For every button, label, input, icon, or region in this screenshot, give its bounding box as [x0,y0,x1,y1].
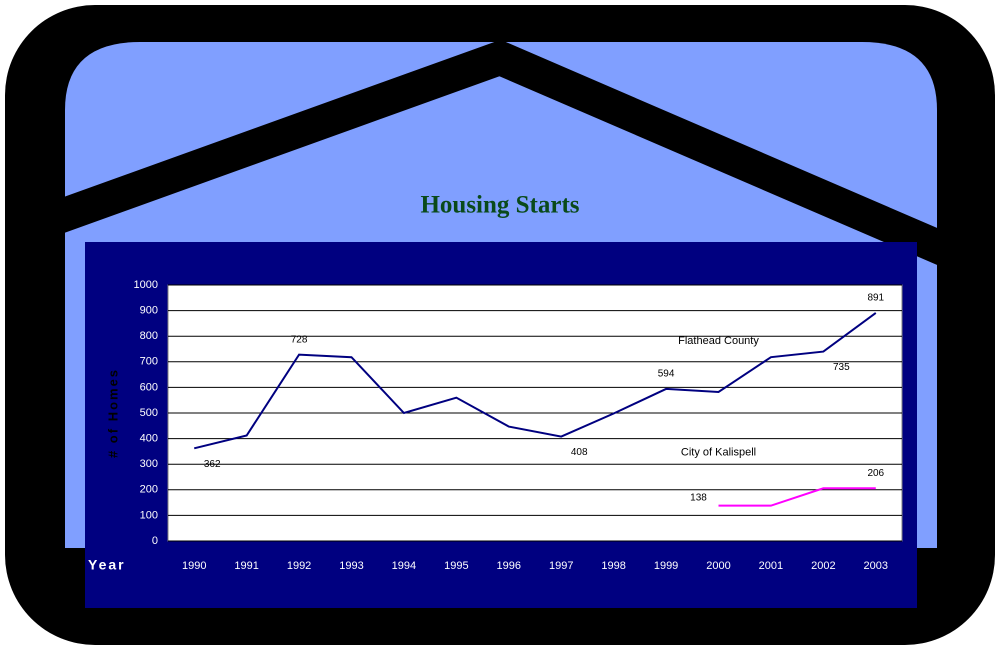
page: Housing Starts # of Homes Year 0 100 200 30… [0,0,1001,651]
x-tick-label: 2002 [811,560,835,572]
y-tick-label: 600 [140,381,158,393]
x-tick-label: 1990 [182,560,206,572]
y-axis-label: # of Homes [105,368,120,458]
chart-title: Housing Starts [420,192,579,219]
data-label: 891 [867,293,884,304]
data-label: 362 [204,459,221,470]
y-tick-label: 300 [140,458,158,470]
x-tick-label: 1993 [339,560,363,572]
series-name: City of Kalispell [681,447,756,459]
data-label: 408 [571,447,588,458]
x-tick-label: 1994 [392,560,416,572]
series-name: Flathead County [678,335,759,347]
y-tick-label: 200 [140,484,158,496]
x-tick-label: 1997 [549,560,573,572]
y-tick-label: 900 [140,305,158,317]
y-tick-label: 100 [140,509,158,521]
data-label: 206 [867,468,884,479]
x-tick-label: 1995 [444,560,468,572]
x-tick-label: 2003 [864,560,888,572]
x-tick-label: 1998 [601,560,625,572]
y-tick-label: 400 [140,433,158,445]
y-tick-label: 800 [140,330,158,342]
x-tick-label: 2001 [759,560,783,572]
y-tick-label: 500 [140,407,158,419]
x-tick-label: 1991 [234,560,258,572]
data-label: 594 [658,369,675,380]
x-tick-label: 1996 [497,560,521,572]
x-tick-label: 1999 [654,560,678,572]
x-tick-label: 2000 [706,560,730,572]
data-label: 138 [690,492,707,503]
x-axis-label: Year [88,557,126,573]
x-tick-label: 1992 [287,560,311,572]
y-tick-label: 700 [140,356,158,368]
data-label: 735 [833,362,850,373]
y-tick-label: 0 [152,535,158,547]
y-tick-label: 1000 [134,279,158,291]
data-label: 728 [291,334,308,345]
chart: Housing Starts # of Homes Year 0 100 200 30… [0,0,1001,651]
